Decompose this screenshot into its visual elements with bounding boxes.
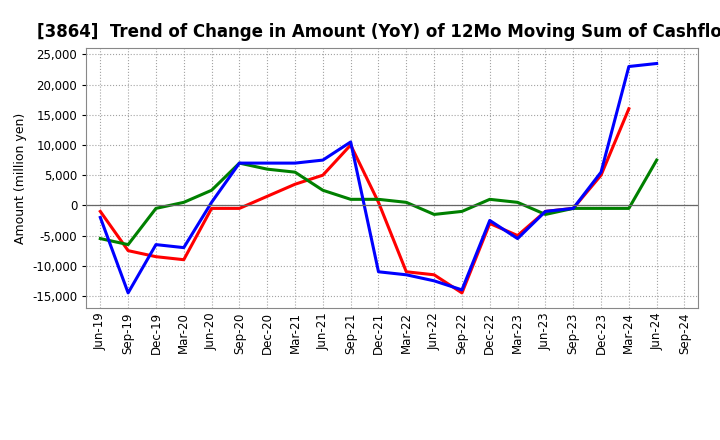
Line: Operating Cashflow: Operating Cashflow — [100, 109, 629, 293]
Investing Cashflow — [624, 206, 633, 211]
Operating Cashflow — [291, 182, 300, 187]
Investing Cashflow — [179, 200, 188, 205]
Investing Cashflow — [513, 200, 522, 205]
Operating Cashflow — [235, 206, 243, 211]
Operating Cashflow — [624, 106, 633, 111]
Investing Cashflow — [346, 197, 355, 202]
Operating Cashflow — [541, 209, 550, 214]
Free Cashflow — [179, 245, 188, 250]
Investing Cashflow — [652, 158, 661, 163]
Free Cashflow — [652, 61, 661, 66]
Operating Cashflow — [569, 206, 577, 211]
Investing Cashflow — [291, 169, 300, 175]
Investing Cashflow — [374, 197, 383, 202]
Investing Cashflow — [485, 197, 494, 202]
Operating Cashflow — [124, 248, 132, 253]
Investing Cashflow — [96, 236, 104, 241]
Free Cashflow — [152, 242, 161, 247]
Investing Cashflow — [569, 206, 577, 211]
Investing Cashflow — [152, 206, 161, 211]
Investing Cashflow — [207, 187, 216, 193]
Free Cashflow — [374, 269, 383, 275]
Investing Cashflow — [235, 161, 243, 166]
Investing Cashflow — [458, 209, 467, 214]
Y-axis label: Amount (million yen): Amount (million yen) — [14, 113, 27, 244]
Investing Cashflow — [541, 212, 550, 217]
Free Cashflow — [430, 278, 438, 283]
Operating Cashflow — [346, 143, 355, 148]
Free Cashflow — [541, 209, 550, 214]
Free Cashflow — [96, 215, 104, 220]
Free Cashflow — [318, 158, 327, 163]
Investing Cashflow — [402, 200, 410, 205]
Investing Cashflow — [263, 166, 271, 172]
Operating Cashflow — [318, 172, 327, 178]
Investing Cashflow — [430, 212, 438, 217]
Operating Cashflow — [207, 206, 216, 211]
Free Cashflow — [235, 161, 243, 166]
Free Cashflow — [513, 236, 522, 241]
Operating Cashflow — [374, 200, 383, 205]
Investing Cashflow — [124, 242, 132, 247]
Free Cashflow — [569, 206, 577, 211]
Investing Cashflow — [318, 187, 327, 193]
Free Cashflow — [124, 290, 132, 296]
Operating Cashflow — [179, 257, 188, 262]
Operating Cashflow — [458, 290, 467, 296]
Operating Cashflow — [513, 233, 522, 238]
Operating Cashflow — [263, 194, 271, 199]
Free Cashflow — [291, 161, 300, 166]
Investing Cashflow — [597, 206, 606, 211]
Free Cashflow — [624, 64, 633, 69]
Operating Cashflow — [485, 221, 494, 226]
Free Cashflow — [263, 161, 271, 166]
Free Cashflow — [597, 169, 606, 175]
Operating Cashflow — [597, 172, 606, 178]
Operating Cashflow — [96, 209, 104, 214]
Free Cashflow — [346, 139, 355, 145]
Free Cashflow — [402, 272, 410, 278]
Title: [3864]  Trend of Change in Amount (YoY) of 12Mo Moving Sum of Cashflows: [3864] Trend of Change in Amount (YoY) o… — [37, 23, 720, 41]
Line: Free Cashflow: Free Cashflow — [100, 63, 657, 293]
Free Cashflow — [485, 218, 494, 223]
Operating Cashflow — [152, 254, 161, 259]
Operating Cashflow — [430, 272, 438, 278]
Line: Investing Cashflow: Investing Cashflow — [100, 160, 657, 245]
Operating Cashflow — [402, 269, 410, 275]
Free Cashflow — [458, 287, 467, 293]
Free Cashflow — [207, 200, 216, 205]
